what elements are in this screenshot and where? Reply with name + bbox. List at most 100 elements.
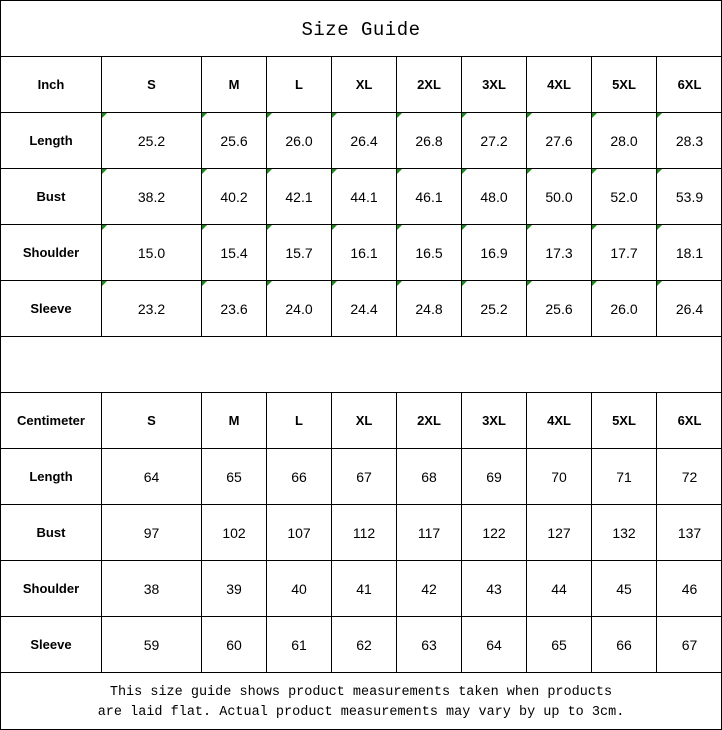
row-label: Shoulder xyxy=(0,224,102,281)
table-row-bust: Bust 97 102 107 112 117 122 127 132 137 xyxy=(0,504,722,561)
measurement-cell: 17.3 xyxy=(526,224,592,281)
row-label: Shoulder xyxy=(0,560,102,617)
row-label: Bust xyxy=(0,504,102,561)
measurement-cell: 44 xyxy=(526,560,592,617)
table-row-shoulder: Shoulder 38 39 40 41 42 43 44 45 46 xyxy=(0,560,722,617)
measurement-cell: 107 xyxy=(266,504,332,561)
size-header-m: M xyxy=(201,56,267,113)
size-header-xl: XL xyxy=(331,392,397,449)
row-label: Sleeve xyxy=(0,280,102,337)
measurement-cell: 64 xyxy=(461,616,527,673)
measurement-cell: 24.4 xyxy=(331,280,397,337)
measurement-cell: 15.7 xyxy=(266,224,332,281)
measurement-cell: 117 xyxy=(396,504,462,561)
measurement-cell: 46.1 xyxy=(396,168,462,225)
row-label: Length xyxy=(0,448,102,505)
unit-header: Inch xyxy=(0,56,102,113)
measurement-cell: 26.4 xyxy=(331,112,397,169)
measurement-cell: 42 xyxy=(396,560,462,617)
table-row-length: Length 64 65 66 67 68 69 70 71 72 xyxy=(0,448,722,505)
measurement-cell: 25.2 xyxy=(461,280,527,337)
size-header-2xl: 2XL xyxy=(396,392,462,449)
measurement-cell: 23.6 xyxy=(201,280,267,337)
measurement-cell: 39 xyxy=(201,560,267,617)
measurement-cell: 28.3 xyxy=(656,112,722,169)
note-line-1: This size guide shows product measuremen… xyxy=(109,685,613,700)
measurement-cell: 15.4 xyxy=(201,224,267,281)
measurement-cell: 66 xyxy=(266,448,332,505)
row-label: Sleeve xyxy=(0,616,102,673)
measurement-cell: 42.1 xyxy=(266,168,332,225)
table-row-shoulder: Shoulder 15.0 15.4 15.7 16.1 16.5 16.9 17.3 17.7… xyxy=(0,224,722,281)
size-header-m: M xyxy=(201,392,267,449)
header-row: Centimeter S M L XL 2XL 3XL 4XL 5XL 6XL xyxy=(0,392,722,449)
measurement-cell: 26.0 xyxy=(266,112,332,169)
table-row-sleeve: Sleeve 23.2 23.6 24.0 24.4 24.8 25.2 25.6 26.0 26… xyxy=(0,280,722,337)
unit-header: Centimeter xyxy=(0,392,102,449)
measurement-cell: 28.0 xyxy=(591,112,657,169)
measurement-cell: 26.4 xyxy=(656,280,722,337)
page-title: Size Guide xyxy=(301,19,421,41)
measurement-cell: 63 xyxy=(396,616,462,673)
size-header-4xl: 4XL xyxy=(526,56,592,113)
table-row-sleeve: Sleeve 59 60 61 62 63 64 65 66 67 xyxy=(0,616,722,673)
measurement-cell: 48.0 xyxy=(461,168,527,225)
size-header-l: L xyxy=(266,56,332,113)
row-label: Bust xyxy=(0,168,102,225)
measurement-cell: 25.2 xyxy=(101,112,202,169)
centimeter-table: Centimeter S M L XL 2XL 3XL 4XL 5XL 6XL Length 64 65… xyxy=(0,392,722,673)
measurement-cell: 18.1 xyxy=(656,224,722,281)
measurement-cell: 61 xyxy=(266,616,332,673)
measurement-cell: 50.0 xyxy=(526,168,592,225)
measurement-cell: 41 xyxy=(331,560,397,617)
measurement-cell: 72 xyxy=(656,448,722,505)
measurement-cell: 44.1 xyxy=(331,168,397,225)
size-header-s: S xyxy=(101,392,202,449)
measurement-cell: 65 xyxy=(201,448,267,505)
size-header-3xl: 3XL xyxy=(461,56,527,113)
size-header-6xl: 6XL xyxy=(656,56,722,113)
table-row-length: Length 25.2 25.6 26.0 26.4 26.8 27.2 27.6 28.0 28… xyxy=(0,112,722,169)
measurement-cell: 71 xyxy=(591,448,657,505)
spacer-row xyxy=(0,336,722,392)
measurement-cell: 70 xyxy=(526,448,592,505)
measurement-cell: 38.2 xyxy=(101,168,202,225)
measurement-cell: 25.6 xyxy=(526,280,592,337)
measurement-cell: 24.0 xyxy=(266,280,332,337)
measurement-cell: 65 xyxy=(526,616,592,673)
measurement-cell: 27.6 xyxy=(526,112,592,169)
measurement-cell: 40 xyxy=(266,560,332,617)
measurement-cell: 53.9 xyxy=(656,168,722,225)
measurement-cell: 112 xyxy=(331,504,397,561)
measurement-cell: 46 xyxy=(656,560,722,617)
measurement-note: This size guide shows product measuremen… xyxy=(0,672,722,729)
measurement-cell: 52.0 xyxy=(591,168,657,225)
measurement-cell: 122 xyxy=(461,504,527,561)
size-header-5xl: 5XL xyxy=(591,392,657,449)
size-header-2xl: 2XL xyxy=(396,56,462,113)
table-row-bust: Bust 38.2 40.2 42.1 44.1 46.1 48.0 50.0 52.0 53.9 xyxy=(0,168,722,225)
measurement-cell: 24.8 xyxy=(396,280,462,337)
note-line-2: are laid flat. Actual product measuremen… xyxy=(97,705,625,720)
measurement-cell: 66 xyxy=(591,616,657,673)
measurement-cell: 102 xyxy=(201,504,267,561)
measurement-cell: 67 xyxy=(656,616,722,673)
measurement-cell: 27.2 xyxy=(461,112,527,169)
measurement-cell: 23.2 xyxy=(101,280,202,337)
measurement-cell: 69 xyxy=(461,448,527,505)
measurement-cell: 43 xyxy=(461,560,527,617)
measurement-cell: 127 xyxy=(526,504,592,561)
measurement-cell: 64 xyxy=(101,448,202,505)
measurement-cell: 25.6 xyxy=(201,112,267,169)
measurement-cell: 26.8 xyxy=(396,112,462,169)
measurement-cell: 15.0 xyxy=(101,224,202,281)
measurement-cell: 67 xyxy=(331,448,397,505)
size-header-5xl: 5XL xyxy=(591,56,657,113)
measurement-cell: 60 xyxy=(201,616,267,673)
header-row: Inch S M L XL 2XL 3XL 4XL 5XL 6XL xyxy=(0,56,722,113)
measurement-cell: 97 xyxy=(101,504,202,561)
measurement-cell: 132 xyxy=(591,504,657,561)
measurement-cell: 16.1 xyxy=(331,224,397,281)
measurement-cell: 40.2 xyxy=(201,168,267,225)
measurement-cell: 45 xyxy=(591,560,657,617)
